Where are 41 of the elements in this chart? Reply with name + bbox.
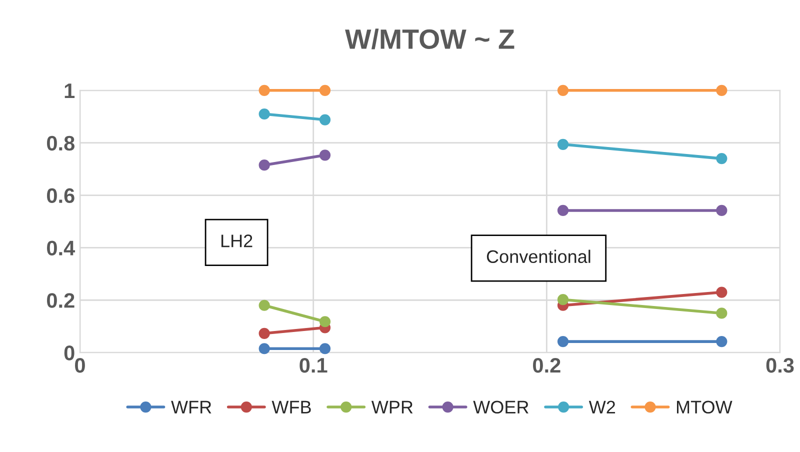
annotation: LH2 — [221, 234, 252, 248]
y-tick-label: 0.6 — [47, 188, 74, 204]
point — [319, 343, 331, 354]
point — [319, 84, 331, 96]
point — [716, 308, 728, 319]
x-tick-label: 0 — [75, 358, 85, 373]
point — [258, 300, 270, 311]
point — [319, 114, 331, 126]
y-tick-label: 0.8 — [47, 136, 74, 151]
x-tick-label: 0.2 — [533, 358, 560, 373]
chart-title: W/MTOW ~ Z — [345, 28, 514, 50]
y-tick-label: 0 — [64, 346, 74, 360]
legend-label: WPR — [371, 400, 413, 414]
legend-label: WFB — [272, 400, 311, 414]
point — [319, 150, 331, 161]
annotation: Conventional — [486, 250, 590, 264]
y-tick-label: 0.2 — [47, 293, 74, 308]
y-tick-label: 0.4 — [47, 240, 76, 256]
legend-label: W2 — [588, 400, 616, 414]
point — [258, 328, 270, 339]
point — [319, 316, 331, 328]
point — [716, 204, 728, 216]
legend-label: WOER — [473, 400, 528, 414]
point — [557, 204, 569, 216]
point — [557, 294, 569, 306]
legend-label: WFR — [171, 400, 212, 414]
point — [258, 343, 270, 354]
point — [557, 336, 569, 348]
legend-label: MTOW — [676, 400, 732, 414]
x-tick-label: 0.1 — [300, 358, 328, 373]
point — [557, 84, 569, 96]
point — [716, 84, 728, 96]
x-tick-label: 0.3 — [766, 358, 794, 373]
point — [716, 153, 728, 164]
y-tick-label: 1 — [64, 84, 75, 98]
point — [716, 336, 728, 348]
point — [258, 108, 270, 120]
point — [557, 138, 569, 150]
point — [258, 84, 270, 96]
point — [716, 286, 728, 298]
point — [258, 160, 270, 171]
